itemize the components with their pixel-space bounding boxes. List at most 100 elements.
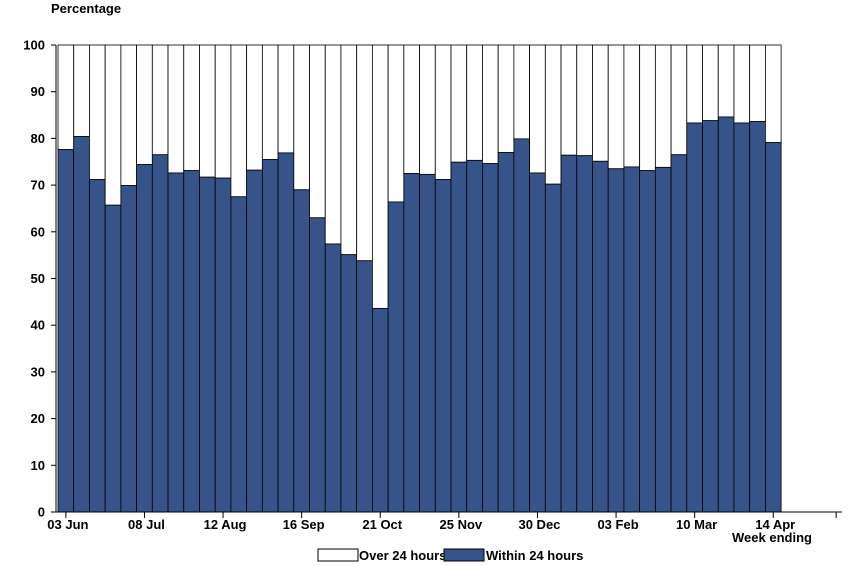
bar-within-24-hours bbox=[434, 179, 452, 513]
bar-within-24-hours bbox=[57, 149, 75, 513]
bar-over-24-hours bbox=[293, 44, 310, 191]
x-tick-label: 08 Jul bbox=[128, 517, 165, 532]
bar-within-24-hours bbox=[544, 183, 562, 513]
bar-within-24-hours bbox=[607, 168, 625, 513]
bar-within-24-hours bbox=[419, 173, 436, 513]
bar-within-24-hours bbox=[136, 164, 153, 513]
bar-within-24-hours bbox=[497, 152, 515, 513]
bar-within-24-hours bbox=[230, 196, 248, 513]
bar-over-24-hours bbox=[529, 44, 546, 174]
x-axis: 03 Jun 08 Jul 12 Aug 16 Sep 21 Oct 25 Nov 30 D… bbox=[47, 512, 837, 532]
x-tick-label: 21 Oct bbox=[362, 517, 402, 532]
legend-swatch-over-24-hours bbox=[317, 548, 359, 562]
bar-over-24-hours bbox=[120, 44, 137, 186]
legend-label-within-24-hours: Within 24 hours bbox=[486, 548, 583, 563]
bar-within-24-hours bbox=[199, 176, 216, 513]
x-tick-label: 30 Dec bbox=[518, 517, 560, 532]
bar-over-24-hours bbox=[183, 44, 200, 172]
x-tick-label: 14 Apr bbox=[755, 517, 795, 532]
bar-within-24-hours bbox=[261, 159, 279, 513]
bar-within-24-hours bbox=[733, 122, 751, 513]
x-tick-label: 25 Nov bbox=[440, 517, 483, 532]
bar-within-24-hours bbox=[183, 170, 200, 513]
bar-over-24-hours bbox=[765, 44, 782, 144]
bar-over-24-hours bbox=[387, 44, 405, 203]
bars bbox=[57, 44, 782, 513]
bar-within-24-hours bbox=[73, 136, 90, 513]
bar-over-24-hours bbox=[324, 44, 342, 245]
bar-over-24-hours bbox=[214, 44, 232, 179]
bar-within-24-hours bbox=[765, 142, 782, 513]
bar-within-24-hours bbox=[324, 243, 342, 513]
bar-over-24-hours bbox=[277, 44, 295, 154]
bar-within-24-hours bbox=[104, 204, 122, 513]
bar-within-24-hours bbox=[151, 154, 169, 513]
y-tick-label: 0 bbox=[38, 505, 45, 520]
x-axis-title: Week ending bbox=[732, 530, 812, 545]
bar-over-24-hours bbox=[434, 44, 452, 180]
bar-within-24-hours bbox=[466, 159, 483, 513]
y-axis: 0 10 20 30 40 50 60 70 80 90 100 bbox=[23, 38, 56, 520]
bar-within-24-hours bbox=[371, 307, 389, 513]
bar-within-24-hours bbox=[246, 169, 263, 513]
y-axis-title: Percentage bbox=[51, 1, 121, 16]
y-tick-label: 50 bbox=[31, 271, 45, 286]
bar-within-24-hours bbox=[654, 166, 672, 513]
bar-over-24-hours bbox=[230, 44, 248, 198]
bar-over-24-hours bbox=[639, 44, 656, 172]
bar-over-24-hours bbox=[607, 44, 625, 170]
bar-over-24-hours bbox=[340, 44, 358, 256]
bar-over-24-hours bbox=[717, 44, 735, 118]
bar-within-24-hours bbox=[702, 120, 719, 513]
x-tick-label: 16 Sep bbox=[283, 517, 325, 532]
bar-over-24-hours bbox=[497, 44, 515, 153]
bar-over-24-hours bbox=[482, 44, 499, 165]
bar-within-24-hours bbox=[576, 155, 593, 513]
bar-over-24-hours bbox=[89, 44, 106, 180]
x-tick-label: 03 Feb bbox=[597, 517, 638, 532]
bar-within-24-hours bbox=[387, 201, 405, 513]
bar-over-24-hours bbox=[623, 44, 641, 168]
bar-over-24-hours bbox=[466, 44, 483, 161]
bar-within-24-hours bbox=[749, 121, 766, 513]
legend-swatch-within-24-hours bbox=[443, 548, 485, 562]
bar-within-24-hours bbox=[214, 177, 232, 513]
bar-within-24-hours bbox=[340, 254, 358, 513]
y-tick-label: 30 bbox=[31, 364, 45, 379]
bar-within-24-hours bbox=[356, 260, 373, 513]
bar-within-24-hours bbox=[513, 138, 531, 513]
bar-over-24-hours bbox=[513, 44, 531, 140]
bar-over-24-hours bbox=[73, 44, 90, 137]
bar-within-24-hours bbox=[639, 170, 656, 513]
bar-within-24-hours bbox=[309, 217, 326, 513]
bar-within-24-hours bbox=[293, 189, 310, 513]
bar-over-24-hours bbox=[261, 44, 279, 160]
bar-within-24-hours bbox=[167, 172, 185, 513]
bar-within-24-hours bbox=[450, 161, 468, 513]
bar-over-24-hours bbox=[371, 44, 389, 309]
bar-over-24-hours bbox=[309, 44, 326, 219]
bar-within-24-hours bbox=[670, 154, 688, 513]
bar-within-24-hours bbox=[89, 179, 106, 513]
bar-over-24-hours bbox=[419, 44, 436, 175]
y-tick-label: 10 bbox=[31, 458, 45, 473]
bar-over-24-hours bbox=[104, 44, 122, 206]
bar-over-24-hours bbox=[686, 44, 703, 124]
y-tick-label: 80 bbox=[31, 131, 45, 146]
x-tick-label: 12 Aug bbox=[204, 517, 247, 532]
bar-over-24-hours bbox=[576, 44, 593, 157]
bar-over-24-hours bbox=[670, 44, 688, 156]
bar-within-24-hours bbox=[482, 163, 499, 513]
bar-over-24-hours bbox=[592, 44, 609, 162]
bar-over-24-hours bbox=[544, 44, 562, 185]
bar-within-24-hours bbox=[623, 166, 641, 513]
x-tick-label: 03 Jun bbox=[47, 517, 88, 532]
bar-within-24-hours bbox=[717, 116, 735, 513]
bar-within-24-hours bbox=[592, 160, 609, 513]
bar-over-24-hours bbox=[199, 44, 216, 178]
bar-within-24-hours bbox=[560, 154, 578, 513]
bar-within-24-hours bbox=[120, 185, 137, 513]
bar-over-24-hours bbox=[733, 44, 751, 124]
x-tick-label: 10 Mar bbox=[676, 517, 717, 532]
